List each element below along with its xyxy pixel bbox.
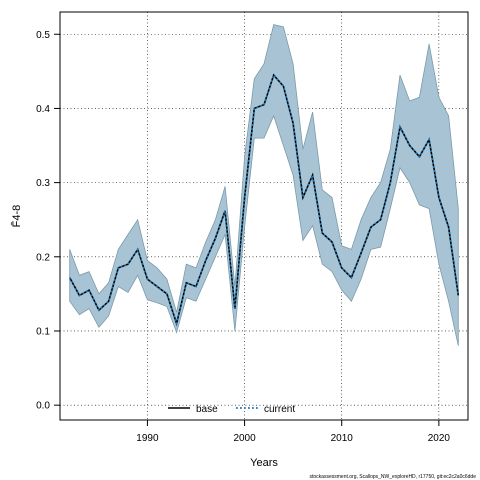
footer-caption: stockassessment.org, Scallops_NW_explore… — [310, 474, 477, 480]
x-tick-label: 2010 — [331, 433, 354, 444]
y-tick-label: 0.2 — [36, 252, 50, 263]
y-tick-label: 0.3 — [36, 178, 50, 189]
legend-label-current: current — [264, 404, 295, 415]
plot-frame — [59, 11, 469, 421]
y-axis: 0.0 0.1 0.2 0.3 0.4 0.5 — [36, 30, 60, 412]
x-axis-title: Years — [250, 457, 278, 469]
y-tick-label: 0.5 — [36, 30, 50, 41]
x-axis: 1990 2000 2010 2020 — [136, 420, 450, 444]
confidence-band — [69, 24, 459, 346]
y-tick-label: 0.1 — [36, 326, 50, 337]
series-line-current — [68, 73, 460, 327]
y-axis-title: F̄4-8 — [10, 205, 23, 228]
legend-label-base: base — [196, 404, 218, 415]
legend: base current — [168, 404, 295, 415]
x-tick-label: 2000 — [233, 433, 256, 444]
x-tick-label: 2020 — [428, 433, 451, 444]
x-tick-label: 1990 — [136, 433, 159, 444]
y-tick-label: 0.0 — [36, 401, 50, 412]
y-tick-label: 0.4 — [36, 104, 50, 115]
